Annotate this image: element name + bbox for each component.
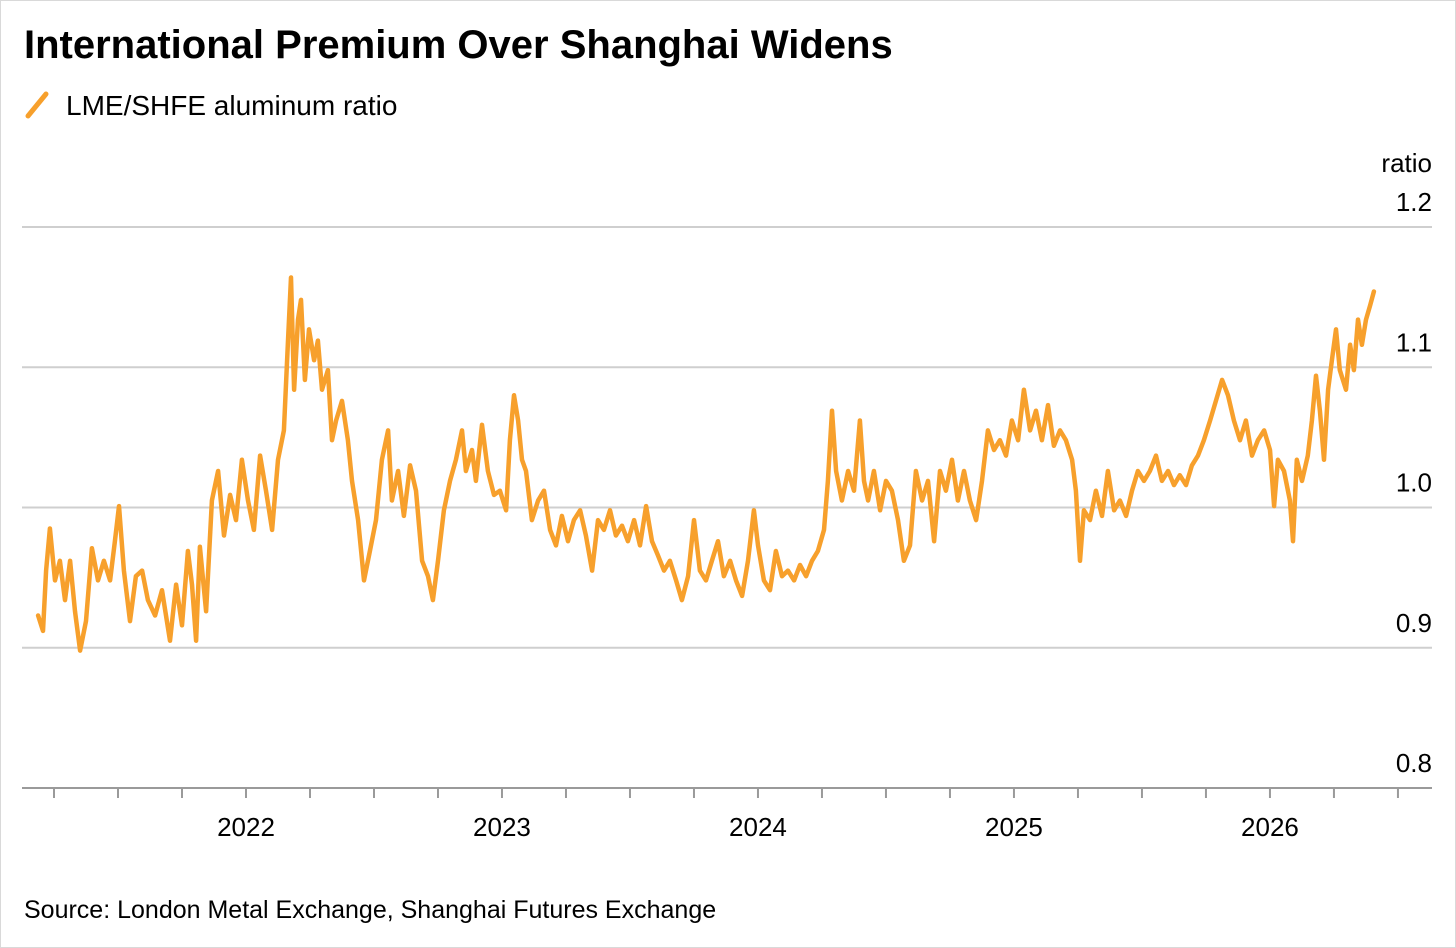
x-tick-label: 2025 — [985, 812, 1043, 842]
x-tick-label: 2024 — [729, 812, 787, 842]
chart-title: International Premium Over Shanghai Wide… — [24, 23, 893, 67]
data-line — [35, 275, 1377, 653]
y-axis-label: ratio — [1381, 148, 1432, 178]
x-tick-label: 2022 — [217, 812, 275, 842]
x-tick-label: 2026 — [1241, 812, 1299, 842]
y-tick-label: 1.0 — [1396, 468, 1432, 498]
y-tick-label: 1.2 — [1396, 187, 1432, 217]
x-tick-label: 2023 — [473, 812, 531, 842]
source: Source: London Metal Exchange, Shanghai … — [24, 896, 716, 924]
legend-label: LME/SHFE aluminum ratio — [66, 90, 397, 121]
y-tick-label: 0.8 — [1396, 748, 1432, 778]
legend-swatch — [25, 91, 49, 119]
y-tick-label: 0.9 — [1396, 608, 1432, 638]
y-tick-label: 1.1 — [1396, 327, 1432, 357]
